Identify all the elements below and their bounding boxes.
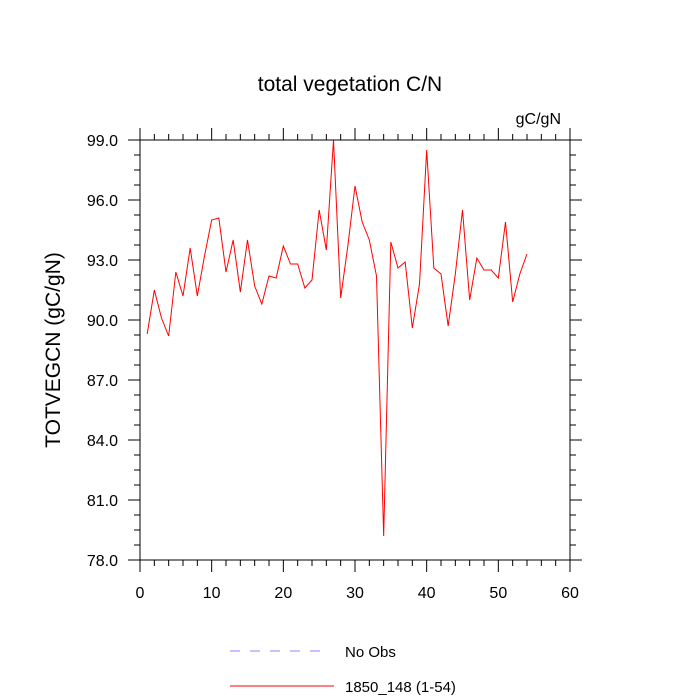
y-tick-label: 78.0 <box>87 553 118 570</box>
x-tick-label: 40 <box>418 585 436 602</box>
x-tick-label: 0 <box>136 585 145 602</box>
series-line <box>146 139 528 537</box>
legend-label: No Obs <box>345 644 396 661</box>
x-tick-label: 30 <box>346 585 364 602</box>
legend-label: 1850_148 (1-54) <box>345 679 456 696</box>
x-tick-label: 50 <box>489 585 507 602</box>
plot-frame <box>139 139 571 561</box>
y-tick-label: 99.0 <box>87 133 118 150</box>
y-tick-label: 81.0 <box>87 493 118 510</box>
y-tick-label: 84.0 <box>87 433 118 450</box>
chart-title: total vegetation C/N <box>258 73 442 96</box>
axis-ticks <box>128 128 582 572</box>
y-tick-label: 90.0 <box>87 313 118 330</box>
y-tick-labels: 78.0 81.0 84.0 87.0 90.0 93.0 96.0 99.0 <box>87 133 118 570</box>
y-tick-label: 87.0 <box>87 373 118 390</box>
x-tick-label: 20 <box>274 585 292 602</box>
x-tick-labels: 0 10 20 30 40 50 60 <box>136 585 579 602</box>
y-axis-label: TOTVEGCN (gC/gN) <box>42 252 65 448</box>
y-tick-label: 96.0 <box>87 193 118 210</box>
y-tick-label: 93.0 <box>87 253 118 270</box>
x-tick-label: 10 <box>203 585 221 602</box>
units-label: gC/gN <box>516 111 561 128</box>
legend: No Obs 1850_148 (1-54) <box>230 644 456 696</box>
x-tick-label: 60 <box>561 585 579 602</box>
series-layer <box>146 139 528 537</box>
